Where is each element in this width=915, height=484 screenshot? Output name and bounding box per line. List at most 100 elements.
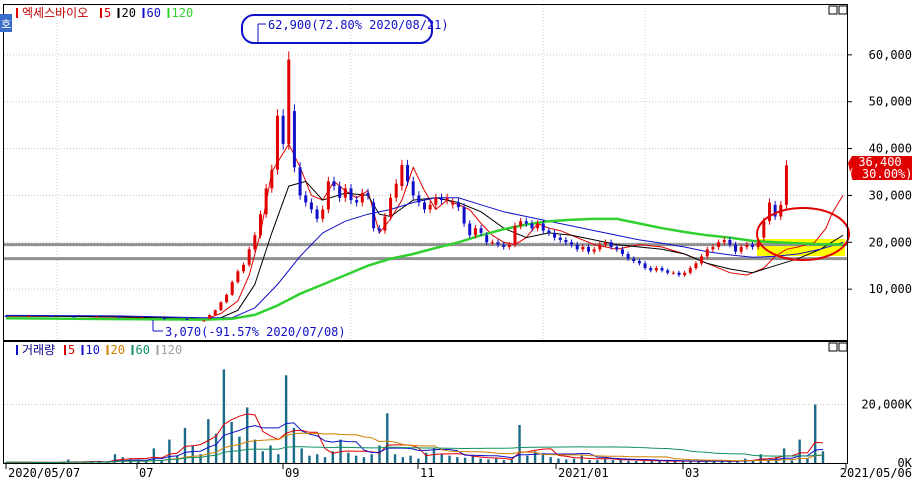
candle-body — [587, 246, 591, 252]
candle-body — [258, 214, 262, 236]
candle-body — [490, 242, 494, 244]
candle-body — [734, 244, 738, 252]
volume-bar — [378, 445, 381, 463]
volume-legend: 거래량 5 10 20 60 120 — [16, 343, 182, 357]
candle-body — [603, 242, 607, 245]
candle-body — [304, 195, 308, 203]
low-annotation: 3,070(-91.57% 2020/07/08) — [165, 325, 346, 339]
date-tick-label: 03 — [685, 466, 699, 480]
candle-body — [722, 239, 726, 243]
volume-bar — [697, 461, 700, 463]
candle-body — [349, 188, 353, 201]
volume-bar — [284, 375, 288, 463]
volume-bar — [424, 452, 428, 463]
volume-bar — [199, 454, 202, 463]
volume-bar — [316, 454, 319, 463]
volume-bar — [308, 455, 311, 463]
volume-bar — [767, 459, 770, 463]
candle-body — [360, 193, 364, 203]
candle-body — [372, 202, 376, 229]
volume-legend-series-name: 거래량 — [22, 343, 55, 357]
volume-close-icon[interactable] — [838, 342, 848, 352]
price-tick-label: 60,000 — [869, 48, 912, 62]
close-icon[interactable] — [838, 5, 848, 15]
volume-bar — [627, 460, 630, 463]
volume-bar — [386, 413, 389, 463]
volume-bar — [642, 461, 646, 463]
maximize-icon[interactable] — [828, 5, 838, 15]
candle-body — [592, 249, 596, 252]
date-tick-label: 07 — [139, 466, 153, 480]
volume-bar — [502, 460, 506, 463]
volume-bar — [160, 460, 163, 463]
date-tick-label: 2020/05/07 — [8, 466, 80, 480]
candle-body — [253, 235, 257, 250]
volume-panel-buttons — [828, 342, 848, 352]
candle-body — [609, 242, 613, 247]
price-candles — [4, 51, 788, 322]
side-tab[interactable] — [0, 14, 12, 32]
candle-body — [462, 207, 466, 224]
legend-ma-label: 60 — [136, 343, 150, 357]
candle-body — [649, 268, 653, 271]
candle-body — [236, 271, 240, 283]
volume-bar — [580, 455, 583, 463]
candle-body — [485, 235, 489, 243]
volume-bar — [673, 461, 677, 463]
volume-maximize-icon[interactable] — [828, 342, 838, 352]
candle-body — [654, 268, 658, 271]
candle-body — [219, 302, 223, 311]
candle-body — [456, 202, 460, 208]
candle-body — [558, 237, 562, 240]
volume-bar — [261, 451, 264, 463]
price-grid — [4, 5, 848, 340]
candle-body — [321, 209, 325, 219]
candle-body — [417, 195, 421, 203]
legend-ma-label: 120 — [161, 343, 183, 357]
volume-bar — [323, 457, 327, 463]
volume-bar — [238, 436, 241, 463]
candle-body — [389, 197, 393, 217]
volume-bar — [432, 448, 436, 463]
price-panel-frame — [3, 4, 848, 341]
candle-body — [264, 188, 268, 215]
candle-body — [247, 249, 251, 265]
blue-circle-annotation — [241, 14, 433, 44]
volume-bar — [191, 445, 194, 463]
candle-body — [377, 228, 381, 231]
volume-axis-labels: 20,000K 0K — [861, 398, 912, 471]
volume-bar — [417, 458, 420, 463]
candle-body — [338, 186, 342, 198]
candle-body — [536, 223, 540, 229]
candle-body — [666, 270, 670, 273]
current-price-change: ( 30.00%) — [847, 167, 912, 181]
candle-body — [683, 272, 687, 276]
candle-body — [581, 246, 585, 250]
candle-body — [366, 193, 370, 196]
volume-bar — [448, 455, 451, 463]
candle-body — [553, 232, 557, 238]
volume-bar — [821, 451, 825, 463]
candle-body — [751, 244, 755, 247]
candle-body — [575, 244, 579, 250]
volume-bar — [487, 459, 490, 463]
legend-marker-icon — [16, 8, 18, 18]
candle-body — [728, 239, 732, 245]
price-tick-label: 50,000 — [869, 95, 912, 109]
price-tick-label: 40,000 — [869, 142, 912, 156]
volume-bar — [300, 448, 303, 463]
candle-body — [213, 310, 217, 315]
volume-bar — [74, 462, 78, 464]
volume-bar — [572, 458, 576, 463]
volume-bar — [440, 454, 443, 463]
volume-bar — [214, 433, 218, 463]
date-tick-label: 09 — [285, 466, 299, 480]
candle-body — [598, 244, 602, 250]
candle-body — [94, 316, 98, 318]
candle-body — [513, 225, 517, 245]
volume-bar — [596, 460, 599, 463]
candle-body — [162, 318, 166, 320]
candle-body — [773, 204, 777, 217]
